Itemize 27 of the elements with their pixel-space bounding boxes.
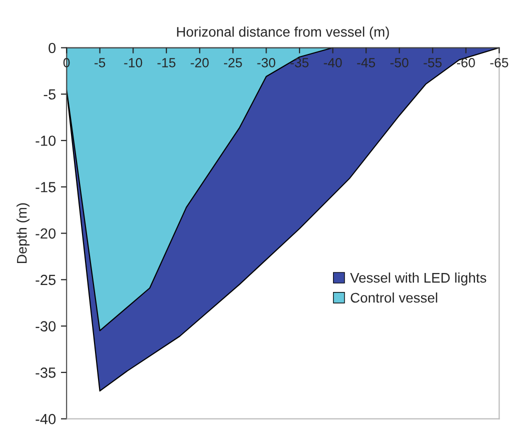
legend-label: Vessel with LED lights [350, 272, 486, 286]
x-tick-label: -10 [124, 58, 142, 68]
y-tick-label: -35 [36, 368, 56, 378]
y-tick-label: -10 [36, 136, 56, 146]
x-axis-title: Horizonal distance from vessel (m) [177, 26, 389, 40]
y-tick-label: -30 [36, 321, 56, 332]
legend-label: Control vessel [350, 292, 438, 303]
x-tick-label: -20 [190, 58, 209, 68]
x-tick-label: 0 [63, 58, 70, 68]
x-tick-label: -5 [94, 58, 106, 68]
x-tick-label: -45 [357, 58, 376, 68]
x-tick-label: -35 [290, 58, 309, 68]
y-tick-label: 0 [48, 42, 56, 54]
y-axis-title: Depth (m) [16, 203, 30, 264]
x-tick-label: -30 [257, 58, 276, 68]
y-tick-label: -25 [36, 274, 56, 286]
x-tick-label: -15 [157, 58, 176, 68]
x-tick-label: -60 [456, 58, 475, 68]
y-tick-label: -5 [44, 89, 56, 100]
y-tick-label: -20 [36, 228, 56, 239]
y-tick-label: -40 [36, 414, 56, 424]
x-tick-label: -50 [390, 58, 408, 68]
x-tick-label: -65 [490, 58, 508, 68]
x-tick-label: -40 [324, 58, 342, 68]
x-tick-label: -25 [224, 58, 242, 68]
y-tick-label: -15 [36, 182, 56, 192]
x-tick-label: -55 [424, 58, 442, 68]
